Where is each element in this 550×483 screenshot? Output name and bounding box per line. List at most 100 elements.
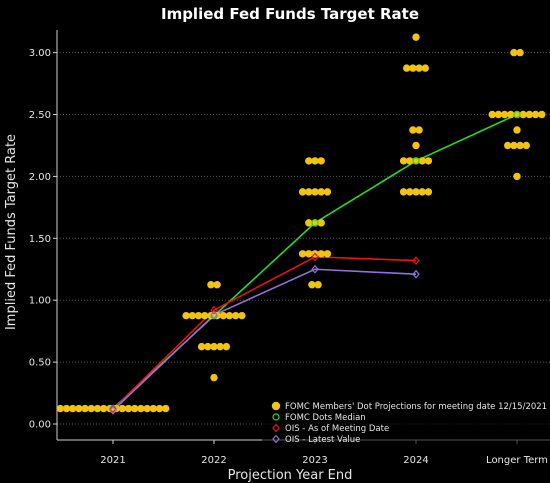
- dot-projection-point: [507, 110, 515, 119]
- dot-projection-point: [418, 188, 426, 196]
- dot-projection-point: [216, 342, 224, 351]
- dot-projection-point: [399, 157, 408, 165]
- dot-projection-point: [201, 311, 209, 320]
- dot-projection-point: [323, 188, 332, 196]
- series-line: [112, 256, 417, 410]
- dot-projection-point: [197, 342, 206, 351]
- dot-projection-point: [323, 250, 332, 258]
- series-markers: [109, 110, 521, 415]
- dot-projection-point: [513, 172, 521, 181]
- chart-title: Implied Fed Funds Target Rate: [161, 5, 419, 23]
- dot-projection-point: [406, 157, 414, 165]
- dot-projection-point: [522, 141, 530, 150]
- dot-projection-point: [225, 311, 234, 320]
- dot-projection-point: [149, 404, 157, 413]
- dot-projection-point: [93, 404, 102, 413]
- legend-circle-marker: [272, 413, 280, 421]
- x-tick-label: 2021: [100, 455, 125, 466]
- x-tick-label: Longer Term: [486, 455, 548, 466]
- legend: FOMC Members' Dot Projections for meetin…: [262, 396, 550, 448]
- y-tick-label: 0.50: [29, 358, 51, 369]
- dot-projection-point: [298, 250, 307, 258]
- dot-projection-point: [412, 141, 420, 150]
- dot-projection-point: [314, 281, 322, 289]
- dot-projection-point: [305, 219, 313, 227]
- series-point: [513, 110, 521, 119]
- x-tick-label: 2024: [403, 455, 428, 466]
- dot-projection-point: [87, 404, 96, 413]
- y-tick-label: 1.50: [29, 234, 51, 245]
- dot-projection-point: [317, 219, 325, 227]
- y-tick-label: 3.00: [29, 48, 51, 59]
- dot-projection-point: [305, 157, 313, 165]
- dot-projection-point: [155, 404, 164, 413]
- dot-projection-point: [317, 250, 325, 258]
- dot-projection-point: [531, 110, 540, 119]
- dot-projection-point: [207, 281, 215, 289]
- dot-projection-point: [232, 311, 240, 320]
- dot-projection-point: [210, 373, 218, 382]
- dot-projection-point: [204, 342, 212, 351]
- dot-projection-point: [415, 64, 423, 72]
- dot-projection-point: [421, 64, 429, 72]
- dot-projection-point: [510, 48, 518, 57]
- dot-projection-point: [424, 188, 433, 196]
- dot-projection-point: [418, 157, 426, 165]
- x-axis-label: Projection Year End: [228, 468, 353, 483]
- dot-projection-point: [62, 404, 71, 413]
- dot-projection-point: [519, 110, 527, 119]
- dot-projection-point: [81, 404, 89, 413]
- legend-diamond-marker: [272, 423, 280, 433]
- dot-projections: [56, 33, 546, 413]
- series-point: [109, 404, 117, 414]
- dot-projection-point: [118, 404, 127, 413]
- legend-entry-label: OIS - As of Meeting Date: [285, 424, 389, 434]
- dot-projection-point: [406, 188, 414, 196]
- dot-projection-point: [510, 141, 518, 150]
- dot-projection-point: [305, 188, 313, 196]
- dot-projection-point: [516, 141, 524, 150]
- dot-projection-point: [409, 64, 417, 72]
- legend-box: [262, 396, 550, 448]
- dot-projection-point: [298, 188, 307, 196]
- dot-projection-point: [210, 342, 218, 351]
- dot-projection-point: [403, 64, 411, 72]
- dot-projection-point: [525, 110, 534, 119]
- dot-projection-point: [100, 404, 108, 413]
- dot-projection-point: [305, 250, 313, 258]
- series-point: [210, 310, 218, 320]
- dot-projection-point: [311, 157, 319, 165]
- dot-projection-point: [182, 311, 190, 320]
- dot-projection-point: [213, 281, 221, 289]
- dot-projection-point: [412, 33, 420, 41]
- dot-projection-point: [504, 141, 512, 150]
- dot-projection-point: [56, 404, 64, 413]
- dot-projection-point: [415, 126, 423, 134]
- legend-diamond-marker: [272, 434, 280, 444]
- dot-projection-point: [219, 311, 227, 320]
- legend-entry-label: OIS - Latest Value: [285, 435, 360, 445]
- y-tick-label: 1.00: [29, 296, 51, 307]
- dot-projection-point: [317, 188, 325, 196]
- series-point: [412, 256, 420, 266]
- legend-entry-label: FOMC Dots Median: [285, 413, 366, 423]
- x-tick-label: 2022: [201, 455, 226, 466]
- y-tick-label: 2.50: [29, 110, 51, 121]
- dot-projection-point: [494, 110, 503, 119]
- series-point: [412, 269, 420, 279]
- dot-projection-point: [69, 404, 77, 413]
- dot-projection-point: [516, 48, 524, 57]
- dot-projection-point: [162, 404, 170, 413]
- series-point: [412, 157, 420, 165]
- series-line: [112, 268, 417, 411]
- dot-projection-point: [409, 126, 417, 134]
- dot-projection-point: [488, 110, 496, 119]
- dot-projection-point: [194, 311, 203, 320]
- dot-projection-point: [317, 157, 325, 165]
- dot-projection-point: [238, 311, 246, 320]
- dot-projection-point: [222, 342, 231, 351]
- dot-projection-point: [75, 404, 83, 413]
- dot-projection-point: [538, 110, 546, 119]
- series-point: [109, 405, 117, 415]
